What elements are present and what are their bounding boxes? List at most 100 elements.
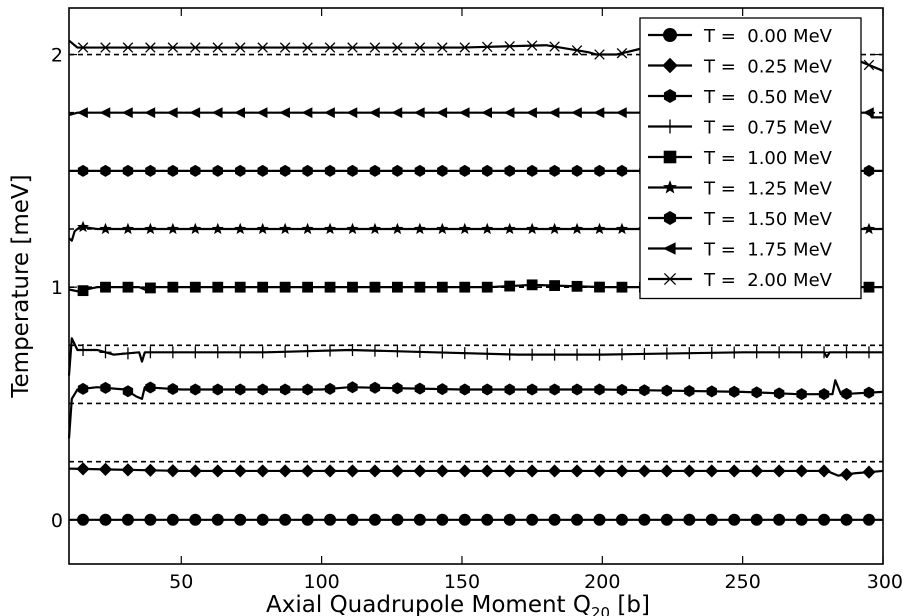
series-marker	[458, 222, 471, 235]
legend-label: T = 0.50 MeV	[703, 87, 833, 108]
series-marker	[414, 281, 426, 293]
series-marker	[437, 164, 448, 177]
series-marker	[77, 513, 90, 526]
series-marker	[615, 464, 629, 478]
series-marker	[818, 513, 831, 526]
series-marker	[571, 348, 584, 361]
series-marker	[549, 164, 560, 177]
series-marker	[750, 464, 764, 478]
series-marker	[392, 42, 403, 53]
series-marker	[436, 346, 449, 359]
series-marker	[571, 280, 583, 292]
series-marker	[436, 513, 449, 526]
series-marker	[301, 513, 314, 526]
series-marker	[369, 164, 381, 177]
series-marker	[279, 42, 291, 53]
series-marker	[526, 513, 539, 526]
series-marker	[862, 465, 876, 479]
series-marker	[77, 42, 89, 53]
series-marker	[413, 222, 426, 235]
series-marker	[234, 513, 247, 526]
series-marker	[145, 381, 156, 394]
series-marker	[234, 346, 247, 359]
series-marker	[615, 107, 627, 119]
series-marker	[594, 281, 605, 293]
series-marker	[728, 513, 741, 526]
legend-marker	[663, 89, 677, 103]
series-marker	[548, 222, 561, 235]
series-marker	[639, 384, 650, 397]
series-marker	[525, 464, 539, 478]
series-marker	[616, 281, 628, 293]
series-marker	[391, 107, 403, 119]
series-marker	[302, 164, 313, 177]
series-marker	[369, 381, 381, 394]
series-marker	[503, 513, 516, 526]
series-marker	[458, 107, 470, 119]
series-marker	[145, 42, 156, 53]
series-marker	[98, 462, 113, 476]
series-marker	[189, 107, 201, 119]
series-marker	[212, 383, 223, 396]
series-marker	[549, 280, 560, 291]
series-marker	[526, 383, 538, 396]
series-marker	[279, 222, 292, 235]
series-marker	[638, 347, 651, 360]
series-marker	[99, 513, 112, 526]
series-marker	[346, 513, 359, 526]
series-marker	[369, 281, 381, 293]
series-marker	[414, 42, 426, 53]
series-marker	[122, 164, 134, 177]
series-marker	[99, 107, 111, 119]
legend-label: T = 2.00 MeV	[703, 270, 833, 291]
series-marker	[99, 346, 112, 359]
series-marker	[660, 513, 673, 526]
series-marker	[481, 513, 494, 526]
series-marker	[841, 387, 852, 400]
series-marker	[817, 464, 831, 478]
series-marker	[481, 41, 493, 53]
series-marker	[190, 164, 201, 177]
series-marker	[548, 107, 560, 119]
series-marker	[279, 281, 291, 293]
series-marker	[166, 107, 178, 119]
x-tick-label: 250	[725, 571, 761, 593]
series-marker	[212, 42, 224, 53]
series-marker	[167, 164, 179, 177]
series-marker	[481, 222, 494, 235]
series-marker	[324, 42, 336, 53]
series-marker	[482, 164, 493, 177]
series-marker	[592, 464, 607, 478]
x-tick-label: 150	[444, 571, 480, 593]
series-marker	[818, 346, 831, 359]
legend-label: T = 1.25 MeV	[703, 179, 833, 200]
series-marker	[144, 513, 157, 526]
legend-label: T = 0.75 MeV	[703, 118, 833, 139]
series-marker	[346, 222, 359, 235]
series-marker	[392, 164, 403, 177]
series-marker	[167, 382, 179, 395]
series-marker	[750, 513, 763, 526]
series-marker	[706, 385, 717, 398]
series-marker	[391, 222, 404, 235]
series-marker	[121, 222, 134, 235]
series-marker	[234, 42, 246, 53]
legend-marker	[663, 242, 676, 255]
series-marker	[772, 464, 786, 478]
series-marker	[256, 222, 269, 235]
series-marker	[526, 40, 538, 51]
series-marker	[257, 383, 268, 396]
legend-entry: T = 0.75 MeV	[648, 118, 833, 139]
series-marker	[347, 42, 358, 53]
series-marker	[211, 346, 224, 359]
legend-entry: T = 1.25 MeV	[648, 179, 833, 200]
series-marker	[682, 464, 696, 478]
series-marker	[840, 346, 853, 359]
series-marker	[347, 281, 358, 293]
series-marker	[190, 42, 201, 53]
series-marker	[594, 383, 605, 396]
y-tick-label: 2	[51, 45, 63, 67]
x-axis-label-text: Axial Quadrupole Moment Q	[266, 592, 591, 616]
series-marker	[256, 107, 268, 119]
series-marker	[212, 164, 223, 177]
